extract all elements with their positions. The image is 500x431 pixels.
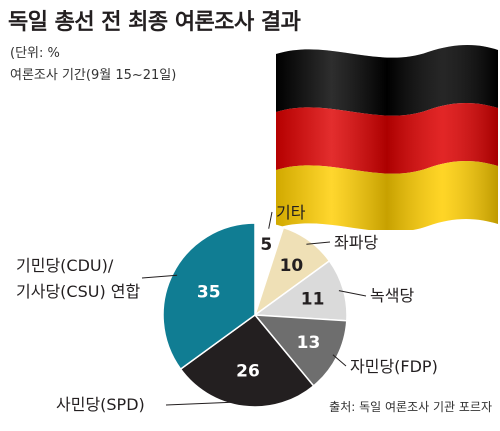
slice-5-leader-line [165,401,245,406]
slice-1-value: 5 [260,235,272,255]
slice-2-leader-line [306,241,331,245]
slice-5-label: 사민당(SPD) [56,395,145,414]
slice-2-label: 좌파당 [334,233,378,252]
slice-2-value: 10 [280,256,304,276]
slice-3-leader-line [338,290,367,297]
unit-label: (단위: % [10,46,60,61]
slice-4 [253,314,348,387]
slice-5-value: 26 [236,362,260,382]
slice-6-leader-line [141,274,178,279]
survey-period: 여론조사 기간(9월 15~21일) [10,68,177,83]
slice-6-label: 기민당(CDU)/기사당(CSU) 연합 [16,256,140,301]
slice-5 [179,313,315,408]
flag-shading [276,45,498,230]
slice-1-leader-line [268,211,273,229]
slice-6 [162,222,256,371]
slice-4-leader-line [332,354,347,367]
slice-4-label: 자민당(FDP) [350,357,438,376]
slice-6-value: 35 [197,282,221,302]
source-note: 출처: 독일 여론조사 기관 포르자 [329,400,492,414]
slice-4-value: 13 [297,333,321,353]
slice-3-label: 녹색당 [370,286,414,305]
slice-1-label: 기타 [276,203,306,222]
chart-title: 독일 총선 전 최종 여론조사 결과 [8,10,301,35]
slice-3-value: 11 [301,289,325,309]
german-flag-illustration [276,45,498,230]
